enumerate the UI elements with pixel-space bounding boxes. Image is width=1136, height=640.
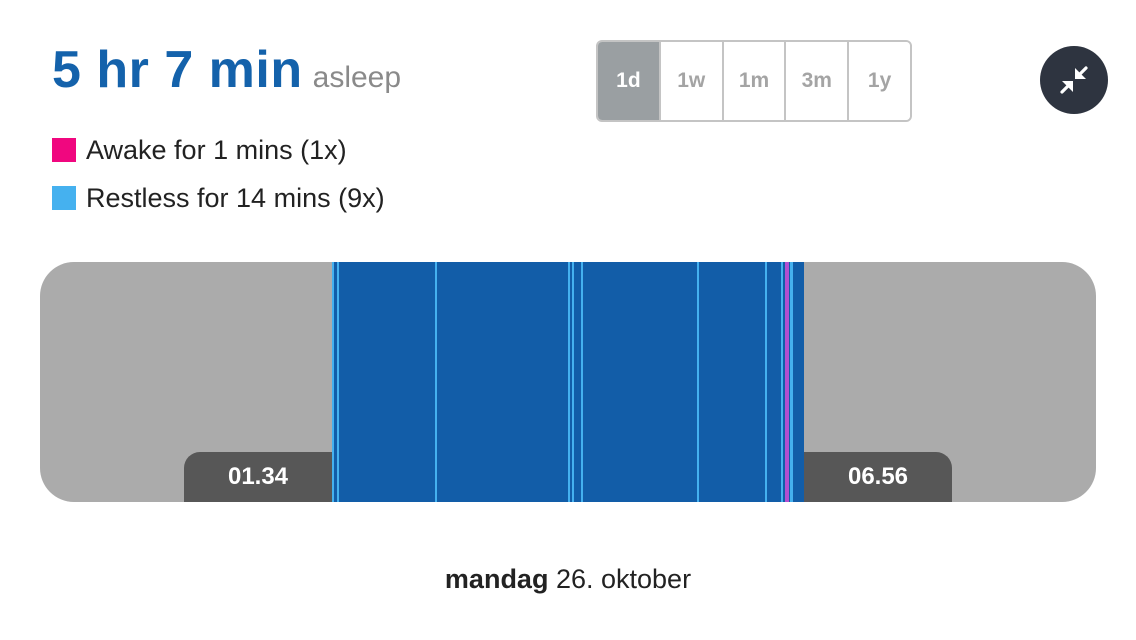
range-option-1y[interactable]: 1y	[847, 42, 910, 120]
range-selector: 1d 1w 1m 3m 1y	[596, 40, 912, 122]
restless-label: Restless for 14 mins (9x)	[86, 182, 385, 213]
date-weekday: mandag	[444, 564, 549, 594]
legend-item-restless: Restless for 14 mins (9x)	[52, 182, 385, 214]
range-option-1m[interactable]: 1m	[721, 42, 785, 120]
range-option-3m[interactable]: 3m	[784, 42, 848, 120]
range-option-1d[interactable]: 1d	[598, 42, 659, 120]
awake-swatch	[52, 138, 76, 162]
sleep-end-time: 06.56	[804, 452, 952, 502]
legend-item-awake: Awake for 1 mins (1x)	[52, 134, 385, 166]
restless-swatch	[52, 186, 76, 210]
restless-marker	[790, 262, 793, 502]
restless-marker	[332, 262, 334, 502]
restless-marker	[781, 262, 783, 502]
restless-marker	[568, 262, 570, 502]
restless-marker	[697, 262, 699, 502]
range-option-1w[interactable]: 1w	[658, 42, 722, 120]
restless-marker	[581, 262, 583, 502]
collapse-button[interactable]	[1040, 46, 1108, 114]
sleep-state-label: asleep	[312, 61, 402, 94]
sleep-legend: Awake for 1 mins (1x) Restless for 14 mi…	[52, 134, 385, 230]
restless-marker	[435, 262, 437, 502]
restless-marker	[572, 262, 574, 502]
sleep-chart: 01.34 06.56	[40, 262, 1096, 502]
sleep-summary: 5 hr 7 min asleep	[52, 40, 401, 100]
restless-marker	[765, 262, 767, 502]
sleep-duration: 5 hr 7 min	[52, 41, 303, 99]
sleep-date: mandag 26. oktober	[0, 564, 1136, 595]
collapse-arrows-icon	[1060, 66, 1088, 94]
date-day-month: 26. oktober	[555, 564, 692, 594]
awake-marker	[785, 262, 789, 502]
sleep-start-time: 01.34	[184, 452, 332, 502]
awake-label: Awake for 1 mins (1x)	[86, 134, 347, 165]
restless-marker	[337, 262, 339, 502]
